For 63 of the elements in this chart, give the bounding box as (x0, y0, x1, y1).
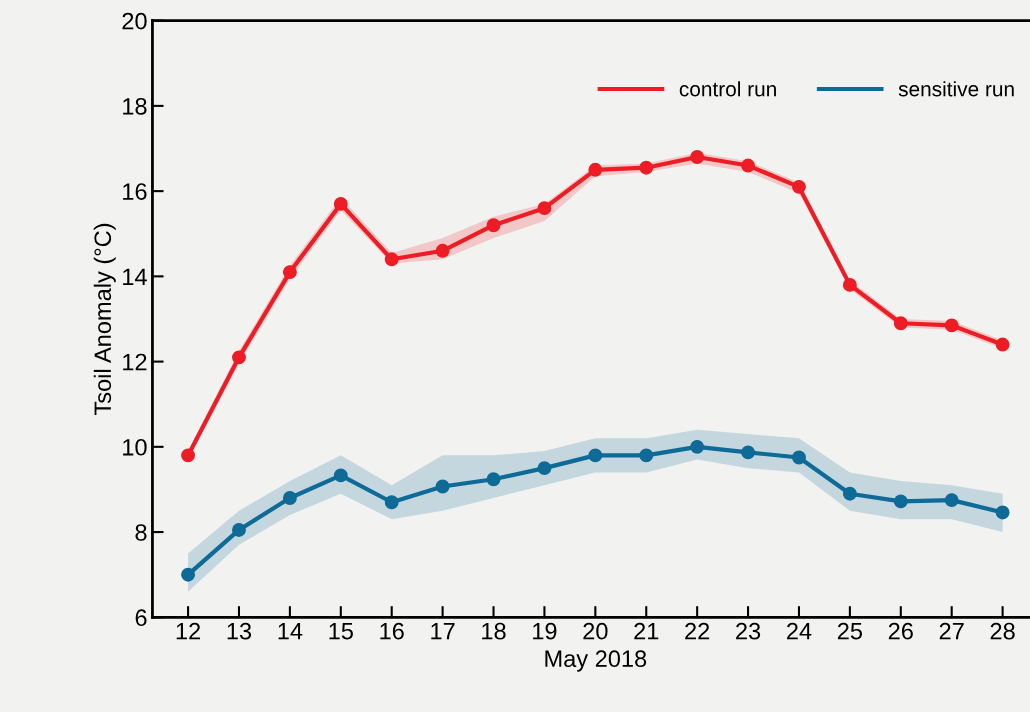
point (944, 493, 959, 508)
y-tick-label: 14 (123, 268, 147, 285)
x-tick-label: 27 (939, 622, 964, 640)
x-tick-label: 12 (176, 622, 201, 640)
point (282, 491, 297, 505)
y-axis-title: Tsoil Anomaly (°C) (93, 223, 116, 415)
point (639, 160, 654, 175)
y-tick-label: 16 (123, 183, 147, 200)
y-tick-label: 18 (123, 97, 147, 115)
point (842, 277, 857, 292)
point (842, 486, 857, 501)
point (435, 479, 450, 494)
point (893, 494, 908, 509)
y-tick-label: 8 (135, 524, 147, 541)
x-tick-label: 22 (685, 622, 710, 640)
x-tick-label: 20 (583, 622, 608, 640)
x-tick-label: 16 (380, 622, 404, 640)
point (588, 448, 603, 463)
point (181, 448, 196, 463)
point (893, 316, 908, 331)
x-tick-label: 15 (329, 623, 353, 640)
x-tick-label: 26 (888, 622, 913, 640)
point (384, 252, 399, 267)
y-tick-label: 6 (135, 609, 147, 627)
x-tick-label: 23 (736, 622, 761, 640)
legend-label: sensitive run (898, 81, 1014, 97)
point (537, 201, 552, 216)
point (944, 318, 959, 333)
point (792, 179, 806, 194)
point (588, 162, 603, 177)
x-tick-label: 21 (634, 622, 659, 640)
x-tick-label: 19 (533, 622, 557, 640)
y-tick-label: 12 (123, 353, 147, 371)
point (741, 445, 756, 460)
x-tick-label: 28 (990, 622, 1015, 640)
point (333, 468, 348, 483)
point (181, 567, 196, 582)
point (486, 218, 501, 233)
point (690, 439, 705, 454)
point (232, 350, 246, 365)
y-tick-label: 20 (122, 12, 147, 30)
x-axis-title: May 2018 (545, 650, 647, 672)
point (792, 450, 806, 465)
point (486, 472, 501, 487)
point (282, 265, 297, 280)
y-tick-label: 10 (123, 438, 147, 456)
x-tick-label: 17 (431, 623, 455, 640)
point (995, 505, 1010, 520)
legend-label: control run (679, 81, 776, 97)
x-tick-label: 24 (787, 622, 812, 640)
point (333, 196, 348, 211)
x-tick-label: 13 (227, 622, 252, 640)
point (435, 243, 450, 258)
x-tick-label: 14 (278, 623, 303, 640)
x-tick-label: 25 (837, 622, 863, 640)
point (232, 522, 246, 537)
point (639, 448, 654, 463)
x-tick-label: 18 (482, 622, 506, 640)
point (690, 150, 705, 164)
point (995, 337, 1010, 352)
point (384, 495, 399, 510)
point (741, 158, 756, 173)
point (537, 461, 552, 476)
